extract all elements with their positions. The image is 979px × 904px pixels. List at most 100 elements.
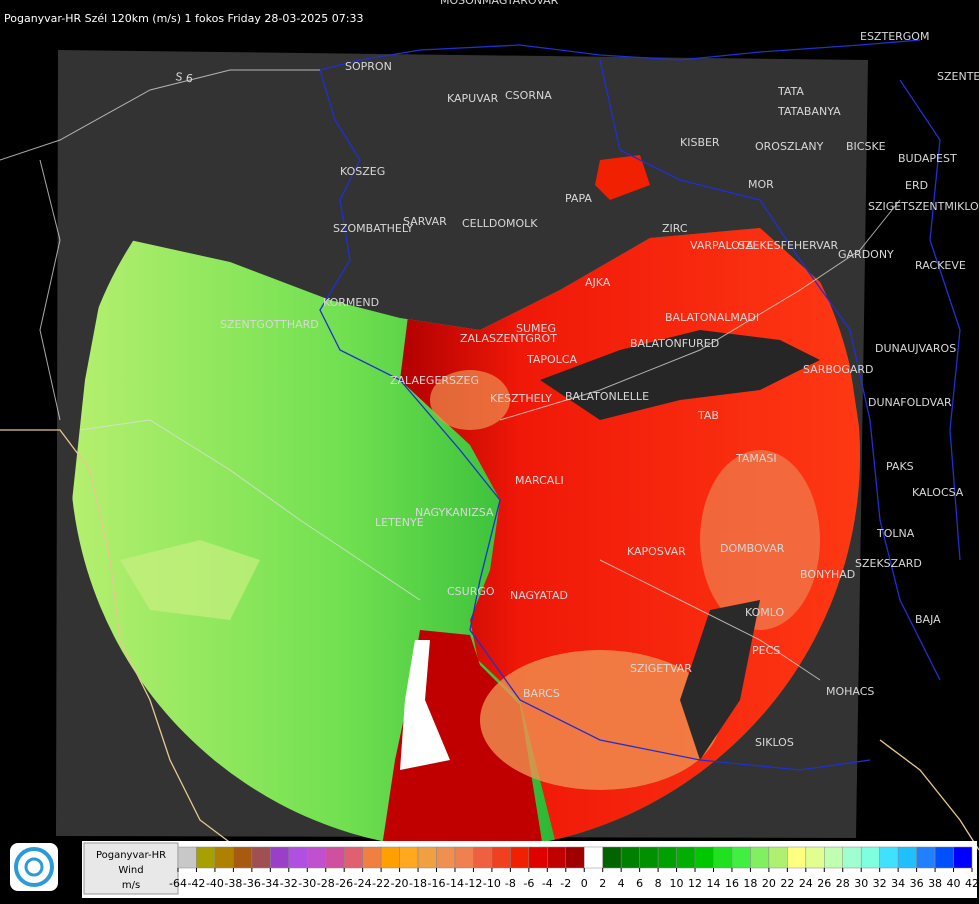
color-swatch bbox=[214, 846, 234, 869]
color-swatch bbox=[657, 846, 677, 869]
color-swatch bbox=[343, 846, 363, 869]
tick-label: -10 bbox=[483, 877, 501, 890]
tick-label: 18 bbox=[743, 877, 757, 890]
city-label: KORMEND bbox=[323, 296, 379, 309]
city-label: KOSZEG bbox=[340, 165, 385, 178]
color-swatch bbox=[362, 846, 382, 869]
color-swatch bbox=[547, 846, 567, 869]
city-label: BALATONFURED bbox=[630, 337, 719, 350]
color-swatch bbox=[860, 846, 880, 869]
city-labels: MOSONMAGYAROVAR SOPRON KAPUVAR CSORNA ESZTER… bbox=[220, 0, 979, 749]
tick-label: -22 bbox=[372, 877, 390, 890]
city-label: MOR bbox=[748, 178, 774, 191]
city-label: DOMBOVAR bbox=[720, 542, 785, 555]
city-label: AJKA bbox=[585, 276, 611, 289]
orange-echo bbox=[480, 650, 720, 790]
legend-box bbox=[83, 842, 179, 895]
city-label: PAKS bbox=[886, 460, 914, 473]
color-swatch bbox=[454, 846, 474, 869]
tick-label: -2 bbox=[560, 877, 571, 890]
color-swatch bbox=[251, 846, 271, 869]
tick-label: -34 bbox=[261, 877, 279, 890]
city-label: ESZTERGOM bbox=[860, 30, 929, 43]
borders bbox=[319, 39, 961, 771]
color-swatch bbox=[583, 846, 603, 869]
country-border bbox=[0, 429, 979, 851]
city-label: PECS bbox=[752, 644, 780, 657]
tick-label: 32 bbox=[873, 877, 887, 890]
color-swatch bbox=[934, 846, 954, 869]
tick-label: 28 bbox=[836, 877, 850, 890]
color-swatch bbox=[916, 846, 936, 869]
city-label: DUNAFOLDVAR bbox=[868, 396, 952, 409]
color-swatch bbox=[436, 846, 456, 869]
tick-label: -24 bbox=[354, 877, 372, 890]
color-swatch bbox=[805, 846, 825, 869]
city-label: BARCS bbox=[523, 687, 560, 700]
tick-label: -26 bbox=[335, 877, 353, 890]
legend-label: m/s bbox=[122, 880, 140, 891]
city-label: SZIGETVAR bbox=[630, 662, 692, 675]
tick-label: 42 bbox=[965, 877, 979, 890]
tick-label: 16 bbox=[725, 877, 739, 890]
tick-label: -14 bbox=[446, 877, 464, 890]
city-label: OROSZLANY bbox=[755, 140, 824, 153]
city-label: SZEKESFEHERVAR bbox=[738, 239, 839, 252]
colorbar: -64 -42 -40 -38 -36 -34 -32 -30 -28 -26 -24 -22 -20-… bbox=[169, 846, 979, 890]
color-swatch bbox=[510, 846, 530, 869]
city-label: TOLNA bbox=[876, 527, 915, 540]
city-label: TAB bbox=[697, 409, 719, 422]
color-swatch bbox=[842, 846, 862, 869]
city-label: KOMLO bbox=[745, 606, 784, 619]
tick-label: 6 bbox=[636, 877, 643, 890]
city-label: VARPALOTA bbox=[690, 239, 754, 252]
tick-label: 8 bbox=[655, 877, 662, 890]
city-label: MARCALI bbox=[515, 474, 564, 487]
color-swatch bbox=[491, 846, 511, 869]
city-label: CELLDOMOLK bbox=[462, 217, 538, 230]
tick-label: -16 bbox=[428, 877, 446, 890]
city-label: SARVAR bbox=[403, 215, 447, 228]
city-label: SZIGETSZENTMIKLOS bbox=[868, 200, 979, 213]
tick-label: -64 bbox=[169, 877, 187, 890]
color-swatch bbox=[177, 846, 197, 869]
tick-label: 20 bbox=[762, 877, 776, 890]
tick-label: 12 bbox=[688, 877, 702, 890]
tick-label: -30 bbox=[298, 877, 316, 890]
city-label: MOSONMAGYAROVAR bbox=[440, 0, 559, 7]
color-swatch bbox=[233, 846, 253, 869]
color-swatch bbox=[325, 846, 345, 869]
tick-label: 4 bbox=[618, 877, 625, 890]
tick-label: 22 bbox=[780, 877, 794, 890]
tick-label: -36 bbox=[243, 877, 261, 890]
tick-label: 24 bbox=[799, 877, 813, 890]
clutter bbox=[540, 330, 820, 420]
logo bbox=[10, 843, 58, 891]
tick-label: 30 bbox=[854, 877, 868, 890]
tick-label: -18 bbox=[409, 877, 427, 890]
city-label: KESZTHELY bbox=[490, 392, 552, 405]
city-label: CSURGO bbox=[447, 585, 495, 598]
color-swatch bbox=[953, 846, 973, 869]
city-label: NAGYATAD bbox=[510, 589, 568, 602]
city-label: BALATONLELLE bbox=[565, 390, 649, 403]
city-label: KISBER bbox=[680, 136, 720, 149]
city-label: TAPOLCA bbox=[526, 353, 577, 366]
tick-label: -6 bbox=[523, 877, 534, 890]
city-label: SZEKSZARD bbox=[855, 557, 922, 570]
tick-label: 14 bbox=[706, 877, 720, 890]
color-swatch bbox=[417, 846, 437, 869]
city-label: ZALASZENTGROT bbox=[460, 332, 557, 345]
color-swatch bbox=[565, 846, 585, 869]
road-label: S 6 bbox=[175, 70, 194, 85]
white-echo bbox=[400, 640, 450, 770]
color-swatch bbox=[676, 846, 696, 869]
city-label: TATABANYA bbox=[777, 105, 841, 118]
color-swatch bbox=[897, 846, 917, 869]
color-swatch bbox=[768, 846, 788, 869]
city-label: RACKEVE bbox=[915, 259, 966, 272]
city-label: GARDONY bbox=[838, 248, 894, 261]
tick-label: 36 bbox=[910, 877, 924, 890]
city-label: TATA bbox=[777, 85, 804, 98]
city-label: BAJA bbox=[915, 613, 941, 626]
